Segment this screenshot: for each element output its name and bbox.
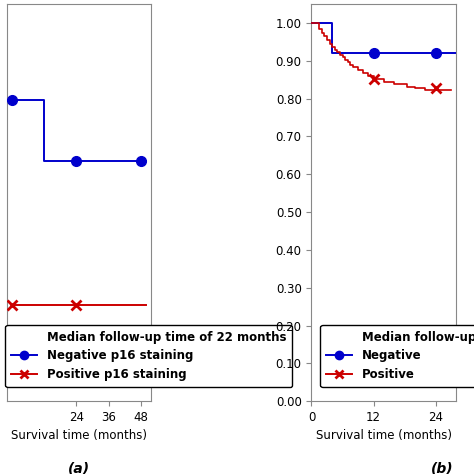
- Legend: Median follow-up time of 22 months, Negative p16 staining, Positive p16 staining: Median follow-up time of 22 months, Nega…: [5, 325, 292, 387]
- Legend: Median follow-up t, Negative, Positive: Median follow-up t, Negative, Positive: [320, 325, 474, 387]
- Text: (a): (a): [68, 462, 90, 474]
- Text: (b): (b): [430, 462, 453, 474]
- X-axis label: Survival time (months): Survival time (months): [316, 429, 452, 442]
- X-axis label: Survival time (months): Survival time (months): [11, 429, 147, 442]
